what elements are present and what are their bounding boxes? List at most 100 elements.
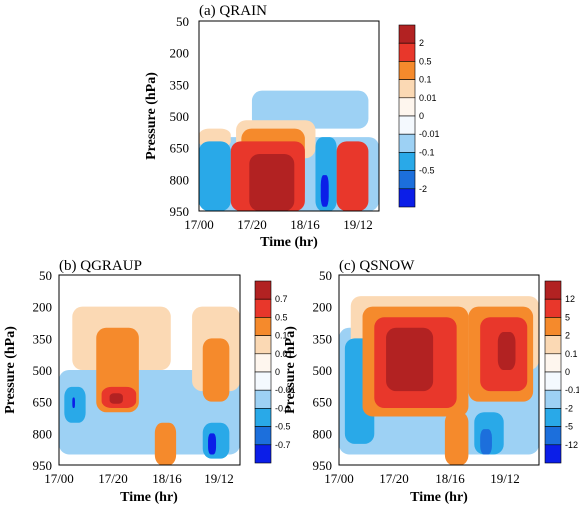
plot-frame [58, 274, 241, 466]
heatmap-field [199, 21, 379, 211]
colorbar-swatch-neg4 [544, 444, 562, 464]
contour-region-pos4 [109, 393, 123, 404]
colorbar-swatch-pos2 [544, 317, 562, 336]
y-tick-labels: 50 200 350 500 650 800 950 [313, 268, 333, 473]
y-tick: 200 [33, 300, 53, 315]
colorbar-swatch-zero_pos [544, 353, 562, 373]
x-tick: 19/12 [343, 217, 373, 232]
y-tick: 950 [33, 458, 53, 473]
colorbar-swatch-pos1 [398, 79, 416, 99]
colorbar-swatch-neg3 [254, 426, 272, 446]
x-tick: 17/00 [184, 217, 214, 232]
contour-region-pos4 [249, 154, 295, 211]
y-tick: 350 [313, 331, 333, 346]
y-tick: 350 [170, 77, 190, 92]
y-tick: 950 [313, 458, 333, 473]
colorbar-swatch-pos4 [544, 280, 562, 300]
colorbar-label: -2 [419, 184, 427, 194]
x-tick: 17/20 [379, 471, 409, 486]
x-axis-label: Time (hr) [260, 235, 318, 250]
x-tick: 18/16 [152, 471, 182, 486]
plot-frame [198, 20, 380, 212]
colorbar-label: 0 [275, 367, 280, 377]
panel-qsnow: (c) QSNOW 50 200 350 500 650 800 950 17/… [283, 258, 579, 505]
contour-region-pos4 [497, 332, 516, 370]
colorbar-swatch-pos4 [254, 280, 272, 300]
x-tick: 17/20 [237, 217, 267, 232]
colorbar-label: -0.5 [419, 166, 435, 176]
colorbar-label: 5 [565, 312, 570, 322]
colorbar-swatch-neg3 [544, 426, 562, 446]
x-tick-labels: 17/00 17/20 18/16 19/12 [184, 217, 373, 232]
contour-region-neg4 [72, 397, 75, 408]
y-tick: 50 [176, 14, 189, 29]
contour-region-neg4 [208, 433, 217, 455]
colorbar-swatch-pos1 [254, 335, 272, 355]
x-axis-label: Time (hr) [410, 490, 468, 505]
colorbar-label: -0.7 [275, 440, 291, 450]
colorbar-swatch-neg1 [254, 389, 272, 409]
x-tick: 17/00 [44, 471, 74, 486]
colorbar-label: 0.5 [419, 56, 432, 66]
colorbar-label: 0.01 [275, 349, 293, 359]
y-tick: 200 [313, 300, 333, 315]
colorbar-label: 0.1 [419, 75, 432, 85]
x-tick: 18/16 [435, 471, 465, 486]
x-tick: 17/00 [324, 471, 354, 486]
y-tick-labels: 50 200 350 500 650 800 950 [33, 268, 53, 473]
colorbar-label: -2 [565, 403, 573, 413]
y-tick: 800 [170, 172, 190, 187]
colorbar: 12 5 2 0.1 0 -0.1 -2 -5 -12 [544, 280, 579, 464]
x-tick-labels: 17/00 17/20 18/16 19/12 [44, 471, 234, 486]
colorbar-label: -0.1 [565, 385, 579, 395]
panel-qgraup: (b) QGRAUP 50 200 350 500 650 800 950 17… [3, 258, 296, 505]
colorbar-swatch-pos3 [544, 298, 562, 318]
colorbar-label: 2 [419, 38, 424, 48]
colorbar-swatch-pos4 [398, 24, 416, 44]
colorbar-swatch-zero_neg [254, 371, 272, 391]
y-tick: 200 [170, 46, 190, 61]
colorbar-swatch-pos3 [398, 42, 416, 62]
colorbar-label: 0 [419, 111, 424, 121]
contour-region-neg2 [64, 386, 86, 423]
y-tick: 500 [313, 363, 333, 378]
colorbar-swatch-pos2 [254, 317, 272, 336]
panel-qrain: (a) QRAIN 50 200 350 500 650 800 950 17/… [144, 3, 440, 250]
y-tick: 650 [313, 395, 333, 410]
colorbar-swatch-pos1 [544, 335, 562, 355]
x-tick: 17/20 [98, 471, 128, 486]
y-tick: 50 [319, 268, 332, 283]
colorbar-label: 2 [565, 331, 570, 341]
contour-region-pos4 [386, 327, 434, 392]
colorbar-swatch-neg2 [254, 408, 272, 427]
plot-frame [338, 274, 540, 466]
panel-title: (b) QGRAUP [59, 258, 142, 274]
colorbar-swatch-neg1 [544, 389, 562, 409]
colorbar-label: 12 [565, 294, 575, 304]
contour-region-neg4 [320, 175, 329, 207]
colorbar-label: 0.5 [275, 312, 288, 322]
colorbar-swatch-neg2 [398, 152, 416, 171]
y-tick: 50 [39, 268, 52, 283]
panel-title: (a) QRAIN [199, 3, 267, 19]
colorbar-label: -0.1 [275, 403, 291, 413]
x-tick: 18/16 [290, 217, 320, 232]
colorbar-swatch-pos2 [398, 61, 416, 80]
colorbar-swatch-pos3 [254, 298, 272, 318]
contour-region-pos3 [336, 141, 369, 211]
colorbar-swatch-neg3 [398, 170, 416, 190]
contour-region-pos2 [154, 422, 177, 465]
colorbar-swatch-neg2 [544, 408, 562, 427]
y-tick-labels: 50 200 350 500 650 800 950 [170, 14, 190, 219]
contour-region-neg2 [199, 141, 231, 211]
colorbar-label: 0 [565, 367, 570, 377]
colorbar-swatch-neg4 [398, 188, 416, 208]
colorbar-label: -0.01 [275, 385, 296, 395]
colorbar-label: 0.01 [419, 93, 437, 103]
x-tick: 19/12 [204, 471, 234, 486]
y-axis-label: Pressure (hPa) [3, 326, 18, 414]
colorbar-label: -0.5 [275, 422, 291, 432]
colorbar-label: -0.01 [419, 129, 440, 139]
contour-region-pos2 [202, 338, 230, 402]
